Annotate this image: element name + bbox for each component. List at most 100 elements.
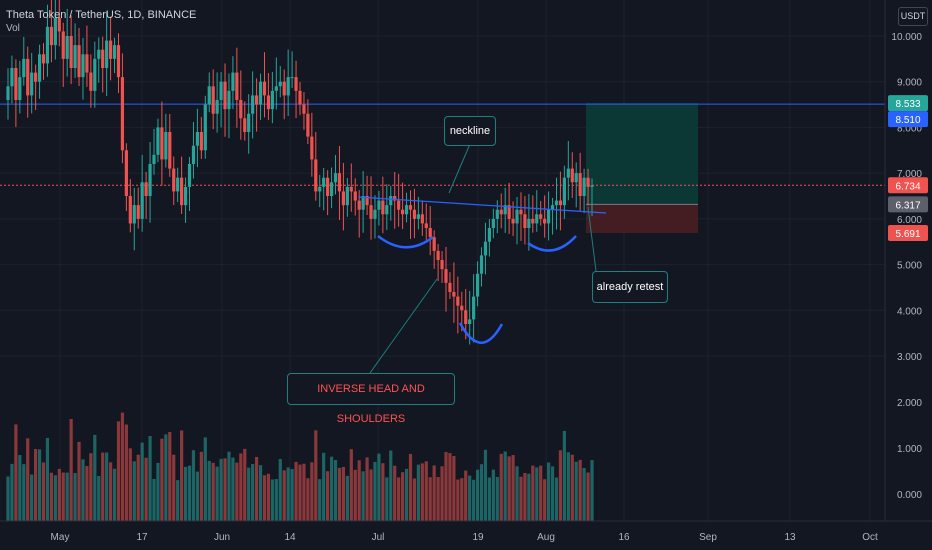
candle-body <box>546 209 551 224</box>
volume-bar <box>393 465 397 522</box>
candle-body <box>247 113 251 132</box>
volume-bar <box>499 453 503 522</box>
volume-bar <box>539 465 543 522</box>
volume-bar <box>199 451 203 522</box>
volume-bar <box>531 465 535 522</box>
volume-bar <box>527 473 531 522</box>
volume-tick-label-1: 1.000 <box>897 444 922 455</box>
volume-bar <box>586 472 590 522</box>
volume-bar <box>424 461 428 522</box>
volume-bar <box>203 437 207 522</box>
volume-bar <box>491 469 495 522</box>
volume-bar <box>211 462 215 522</box>
volume-bar <box>108 462 113 522</box>
y-tick-label-2: 8.000 <box>897 123 922 134</box>
candle-body <box>353 191 357 201</box>
candle-body <box>262 81 267 96</box>
volume-bar <box>519 476 523 522</box>
volume-bar <box>120 412 125 522</box>
volume-bar <box>389 450 393 522</box>
volume-bar <box>444 452 448 522</box>
candle-body <box>223 81 227 110</box>
candle-body <box>152 154 156 164</box>
candle-body <box>428 228 432 238</box>
candle-body <box>479 255 484 274</box>
price-label-bg-4 <box>888 224 928 241</box>
candle-body <box>349 186 353 192</box>
volume-bar <box>41 462 46 522</box>
volume-bar <box>487 477 492 522</box>
candle-body <box>535 214 539 224</box>
volume-bar <box>61 472 65 522</box>
volume-bar <box>140 442 144 522</box>
volume-bar <box>302 463 306 522</box>
volume-bar <box>195 471 200 522</box>
candle-body <box>116 45 121 78</box>
candle-body <box>385 205 389 215</box>
candle-body <box>341 191 346 206</box>
candle-body <box>570 168 574 183</box>
x-tick-label-10: Oct <box>862 532 878 543</box>
left-shoulder-arc <box>377 235 434 249</box>
candle-body <box>211 86 215 114</box>
volume-bar <box>385 477 389 522</box>
volume-bar <box>274 479 278 522</box>
volume-bar <box>329 456 334 522</box>
pattern-pointer <box>369 278 438 374</box>
candle-body <box>527 218 531 228</box>
volume-bar <box>262 475 267 522</box>
volume-bar <box>306 478 310 522</box>
volume-bar <box>89 453 93 522</box>
candle-body <box>483 241 488 256</box>
candle-body <box>495 209 499 219</box>
volume-bar <box>373 461 377 522</box>
volume-bar <box>112 468 117 522</box>
candle-body <box>472 296 476 320</box>
volume-bar <box>45 437 50 522</box>
candle-body <box>26 58 30 96</box>
volume-bar <box>404 468 409 522</box>
y-tick-label-5: 5.000 <box>897 261 922 272</box>
volume-bar <box>416 464 420 522</box>
y-tick-label-7: 3.000 <box>897 352 922 363</box>
volume-bar <box>266 473 271 522</box>
candle-body <box>420 214 424 224</box>
volume-bar <box>235 462 239 522</box>
volume-bar <box>361 471 365 522</box>
volume-bar <box>357 460 361 522</box>
volume-bar <box>215 466 219 522</box>
volume-bar <box>69 418 73 522</box>
volume-bar <box>349 449 353 522</box>
volume-bar <box>495 476 499 522</box>
volume-bar <box>18 455 22 522</box>
volume-bar <box>578 459 582 522</box>
volume-bar <box>511 455 515 522</box>
candle-body <box>329 182 334 196</box>
volume-bar <box>73 472 77 522</box>
volume-bar <box>278 459 282 522</box>
neckline-pointer <box>448 143 471 194</box>
volume-bar <box>460 478 464 522</box>
volume-bar <box>132 461 136 522</box>
currency-button[interactable]: USDT <box>898 7 928 26</box>
volume-bar <box>183 466 188 522</box>
volume-bar <box>558 450 563 522</box>
candle-body <box>81 54 85 78</box>
candle-body <box>258 81 263 105</box>
candle-body <box>499 209 503 215</box>
volume-bar <box>187 465 192 522</box>
candle-body <box>515 209 519 224</box>
volume-bar <box>223 458 227 522</box>
x-tick-label-2: Jun <box>214 532 230 543</box>
time-axis-bg <box>0 521 932 550</box>
volume-bar <box>322 452 326 522</box>
volume-bar <box>432 465 436 522</box>
volume-bar <box>101 452 105 522</box>
volume-bar <box>483 449 488 522</box>
candle-body <box>191 145 196 164</box>
candle-body <box>345 186 349 206</box>
candle-body <box>120 77 125 151</box>
volume-bar <box>377 453 381 522</box>
candle-body <box>282 81 286 96</box>
volume-bar <box>318 479 322 522</box>
